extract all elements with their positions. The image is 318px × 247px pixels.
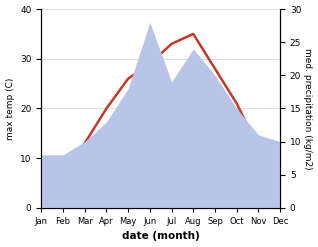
Y-axis label: max temp (C): max temp (C) (5, 77, 15, 140)
Y-axis label: med. precipitation (kg/m2): med. precipitation (kg/m2) (303, 48, 313, 169)
X-axis label: date (month): date (month) (122, 231, 200, 242)
